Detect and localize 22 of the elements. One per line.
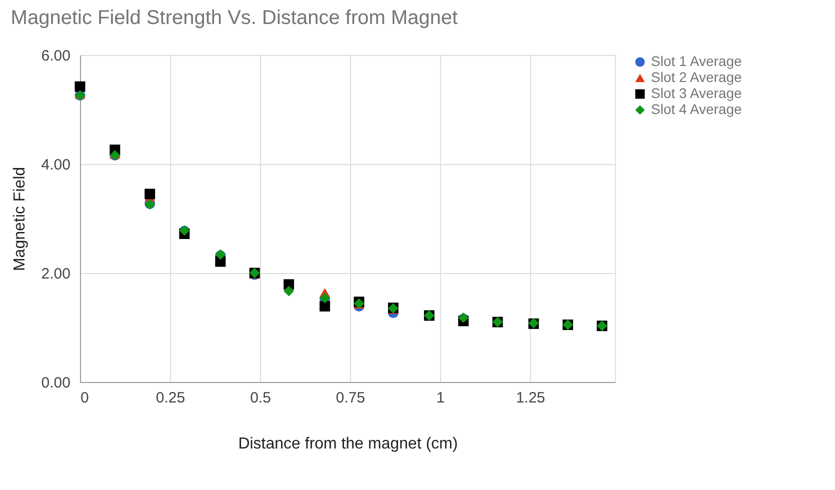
x-tick-label: 0.5 [250, 390, 271, 406]
x-tick-label: 1 [436, 390, 445, 406]
x-tick-label: 0 [80, 390, 89, 406]
x-tick-label: 1.25 [516, 390, 546, 406]
y-tick-label: 6.00 [41, 48, 70, 64]
x-tick-label: 0.25 [156, 390, 186, 406]
y-tick-label: 4.00 [41, 156, 70, 174]
y-tick-label: 0.00 [41, 374, 70, 392]
legend-label: Slot 1 Average [651, 53, 742, 69]
chart-title: Magnetic Field Strength Vs. Distance from Magnet [10, 7, 458, 29]
legend-label: Slot 3 Average [651, 85, 742, 101]
point [320, 301, 330, 312]
point [215, 256, 226, 267]
legend-label: Slot 2 Average [651, 69, 742, 85]
x-axis-title: Distance from the magnet (cm) [238, 436, 458, 452]
point [284, 286, 294, 296]
legend-label: Slot 4 Average [651, 101, 742, 117]
x-tick-label: 0.75 [336, 390, 366, 406]
y-tick-label: 2.00 [41, 266, 70, 282]
point [144, 188, 156, 200]
y-axis-title: Magnetic Field [11, 166, 28, 272]
point [74, 81, 86, 92]
